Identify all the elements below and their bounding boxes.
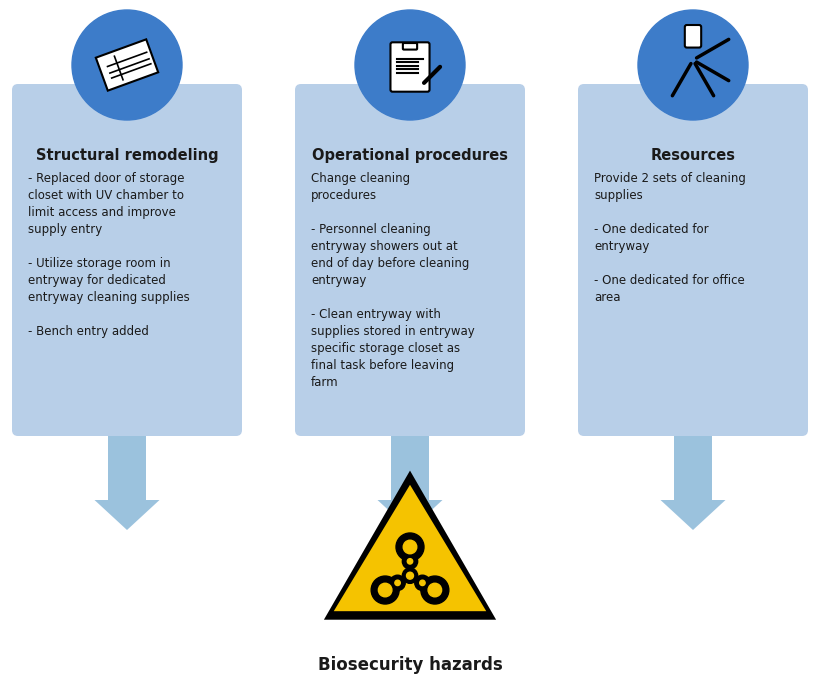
Text: Provide 2 sets of cleaning
supplies

- One dedicated for
entryway

- One dedicat: Provide 2 sets of cleaning supplies - On…: [593, 172, 745, 304]
Text: Change cleaning
procedures

- Personnel cleaning
entryway showers out at
end of : Change cleaning procedures - Personnel c…: [310, 172, 474, 389]
Circle shape: [406, 572, 413, 579]
Text: Operational procedures: Operational procedures: [311, 148, 508, 163]
Circle shape: [395, 580, 400, 585]
Polygon shape: [94, 434, 160, 530]
Circle shape: [402, 553, 417, 569]
Circle shape: [355, 10, 464, 120]
Text: Structural remodeling: Structural remodeling: [36, 148, 218, 163]
Polygon shape: [377, 434, 442, 530]
Polygon shape: [333, 485, 486, 611]
FancyBboxPatch shape: [12, 84, 242, 436]
Polygon shape: [324, 471, 495, 620]
Circle shape: [403, 540, 416, 553]
Circle shape: [371, 576, 399, 604]
Circle shape: [389, 575, 405, 591]
Circle shape: [378, 583, 391, 597]
Circle shape: [402, 568, 417, 583]
FancyBboxPatch shape: [295, 84, 524, 436]
Circle shape: [414, 575, 430, 591]
Circle shape: [419, 580, 424, 585]
Text: Biosecurity hazards: Biosecurity hazards: [317, 656, 502, 674]
Polygon shape: [659, 434, 725, 530]
Circle shape: [637, 10, 747, 120]
FancyBboxPatch shape: [402, 43, 417, 50]
FancyBboxPatch shape: [577, 84, 807, 436]
FancyBboxPatch shape: [684, 25, 700, 48]
Circle shape: [428, 583, 441, 597]
Text: Resources: Resources: [649, 148, 735, 163]
FancyBboxPatch shape: [390, 42, 429, 92]
Circle shape: [396, 533, 423, 561]
Circle shape: [420, 576, 448, 604]
Circle shape: [407, 558, 412, 564]
Text: - Replaced door of storage
closet with UV chamber to
limit access and improve
su: - Replaced door of storage closet with U…: [28, 172, 189, 338]
Circle shape: [72, 10, 182, 120]
Polygon shape: [96, 39, 158, 91]
